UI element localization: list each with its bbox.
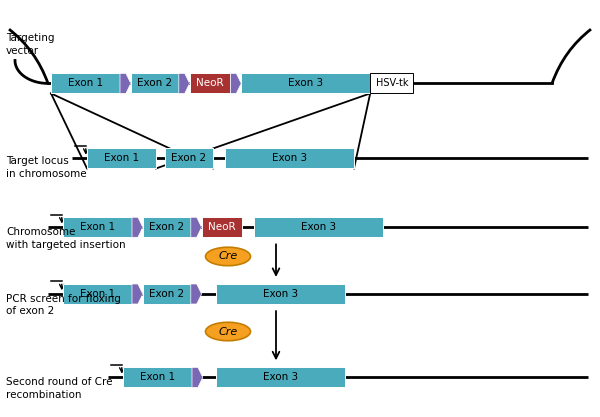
Text: Exon 1: Exon 1 <box>140 372 175 382</box>
Bar <box>143 217 191 237</box>
Text: Cre: Cre <box>218 327 238 337</box>
Polygon shape <box>191 284 202 304</box>
Text: Exon 1: Exon 1 <box>68 78 103 88</box>
Polygon shape <box>179 73 190 93</box>
Polygon shape <box>120 73 131 93</box>
Bar <box>87 148 156 168</box>
Bar <box>131 73 179 93</box>
Ellipse shape <box>205 247 251 266</box>
Bar <box>51 73 120 93</box>
Text: PCR screen for floxing
of exon 2: PCR screen for floxing of exon 2 <box>6 294 121 317</box>
Polygon shape <box>132 217 143 237</box>
Text: Exon 1: Exon 1 <box>80 289 115 299</box>
Bar <box>254 217 383 237</box>
Text: HSV-tk: HSV-tk <box>376 78 408 88</box>
Polygon shape <box>132 284 143 304</box>
Bar <box>216 367 345 387</box>
Text: Chromosome
with targeted insertion: Chromosome with targeted insertion <box>6 227 125 250</box>
Bar <box>202 217 242 237</box>
Bar <box>165 148 213 168</box>
Bar <box>123 367 192 387</box>
Text: NeoR: NeoR <box>196 78 224 88</box>
Polygon shape <box>230 73 241 93</box>
Bar <box>225 148 354 168</box>
Bar <box>190 73 230 93</box>
Polygon shape <box>192 367 203 387</box>
Text: Exon 1: Exon 1 <box>80 222 115 232</box>
Bar <box>216 284 345 304</box>
Text: Exon 1: Exon 1 <box>104 153 139 163</box>
Text: Exon 2: Exon 2 <box>149 289 184 299</box>
Text: Targeting
vector: Targeting vector <box>6 33 55 56</box>
Text: Cre: Cre <box>218 251 238 261</box>
Text: NeoR: NeoR <box>208 222 236 232</box>
Bar <box>143 284 191 304</box>
Text: Exon 2: Exon 2 <box>137 78 172 88</box>
Text: Exon 3: Exon 3 <box>272 153 307 163</box>
Text: Exon 2: Exon 2 <box>172 153 206 163</box>
Text: Exon 2: Exon 2 <box>149 222 184 232</box>
Text: Target locus
in chromosome: Target locus in chromosome <box>6 156 86 179</box>
Text: Exon 3: Exon 3 <box>288 78 323 88</box>
Bar <box>63 217 132 237</box>
Ellipse shape <box>205 322 251 341</box>
Text: Second round of Cre
recombination: Second round of Cre recombination <box>6 377 113 400</box>
Bar <box>241 73 370 93</box>
Bar <box>370 73 413 93</box>
Text: Exon 3: Exon 3 <box>263 372 298 382</box>
Bar <box>63 284 132 304</box>
Polygon shape <box>191 217 202 237</box>
Text: Exon 3: Exon 3 <box>301 222 337 232</box>
Text: Exon 3: Exon 3 <box>263 289 298 299</box>
